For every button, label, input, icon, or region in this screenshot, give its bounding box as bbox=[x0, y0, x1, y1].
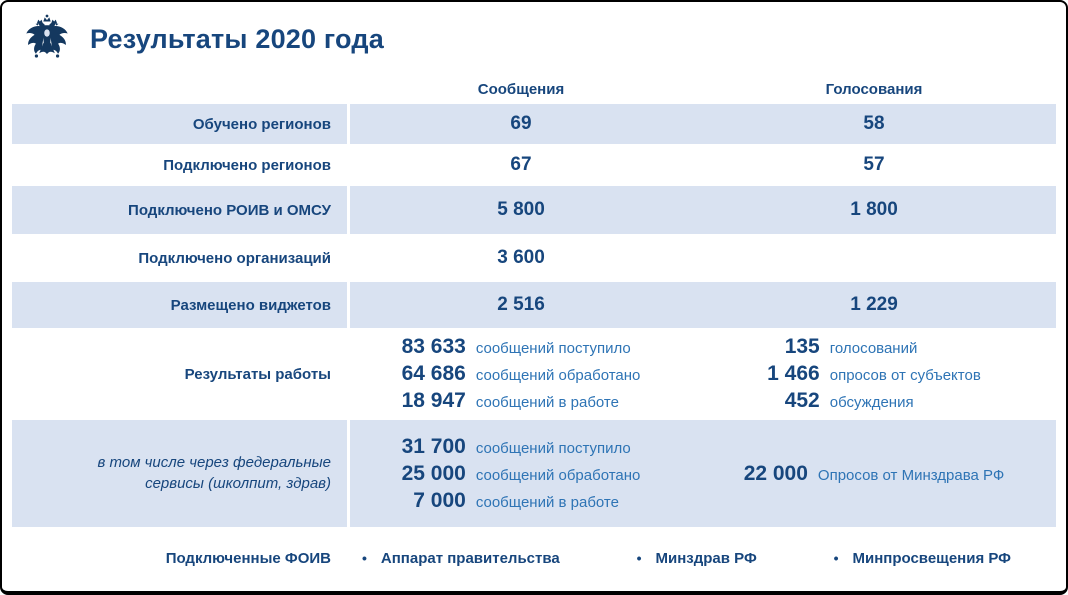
stat-value: 7 000 bbox=[413, 488, 466, 512]
stat-desc: опросов от субъектов bbox=[829, 367, 981, 384]
table-row-connected-regions: Подключено регионов 67 57 bbox=[12, 144, 1056, 186]
coat-of-arms-icon bbox=[24, 13, 70, 65]
page-title: Результаты 2020 года bbox=[90, 23, 384, 54]
foiv-item: • Аппарат правительства bbox=[362, 550, 560, 567]
votes-value: 1 229 bbox=[692, 282, 1056, 328]
column-header-votes: Голосования bbox=[825, 81, 923, 98]
stats-block: 135 голосований 1 466 опросов от субъект… bbox=[767, 335, 981, 413]
row-label: Обучено регионов bbox=[12, 104, 350, 144]
column-header-row: Сообщения Голосования bbox=[12, 76, 1056, 104]
stat-value: 452 bbox=[784, 389, 820, 412]
row-label: Подключено регионов bbox=[12, 144, 350, 186]
foiv-list: • Аппарат правительства • Минздрав РФ • … bbox=[350, 527, 1056, 589]
stat-value: 25 000 bbox=[401, 461, 466, 485]
messages-value: 3 600 bbox=[497, 247, 545, 268]
foiv-item-label: Аппарат правительства bbox=[380, 549, 560, 567]
stats-block: 31 700 сообщений поступило 25 000 сообще… bbox=[402, 435, 641, 513]
column-header-messages: Сообщения bbox=[477, 81, 565, 98]
row-label-text: в том числе через федеральные сервисы (ш… bbox=[98, 453, 331, 494]
messages-stats: 83 633 сообщений поступило 64 686 сообще… bbox=[350, 328, 692, 420]
votes-value: 1 800 bbox=[692, 186, 1056, 234]
stat-desc: сообщений поступило bbox=[475, 340, 631, 357]
stat-desc: обсуждения bbox=[829, 394, 914, 411]
stat-value: 1 466 bbox=[767, 362, 820, 385]
messages-stats: 31 700 сообщений поступило 25 000 сообще… bbox=[350, 420, 692, 527]
stat-desc: сообщений обработано bbox=[475, 367, 641, 384]
table-row-federal-services: в том числе через федеральные сервисы (ш… bbox=[12, 420, 1056, 527]
votes-value: 57 bbox=[863, 154, 885, 175]
table-row-widgets-placed: Размещено виджетов 2 516 1 229 bbox=[12, 282, 1056, 328]
stat-desc: голосований bbox=[829, 340, 918, 357]
bullet-icon: • bbox=[362, 550, 367, 566]
messages-value: 5 800 bbox=[350, 186, 692, 234]
table-row-connected-organizations: Подключено организаций 3 600 bbox=[12, 234, 1056, 282]
stat-desc: сообщений обработано bbox=[475, 466, 641, 484]
stat-desc: сообщений в работе bbox=[475, 493, 619, 511]
messages-value: 2 516 bbox=[350, 282, 692, 328]
stat-desc: Опросов от Минздрава РФ bbox=[817, 466, 1005, 484]
label-line-2: сервисы (школпит, здрав) bbox=[145, 474, 331, 492]
votes-value bbox=[692, 234, 1056, 282]
stat-desc: сообщений в работе bbox=[475, 394, 619, 411]
table-row-connected-roiv-omsu: Подключено РОИВ и ОМСУ 5 800 1 800 bbox=[12, 186, 1056, 234]
stat-desc: сообщений поступило bbox=[475, 439, 631, 457]
stats-block: 22 000 Опросов от Минздрава РФ bbox=[744, 462, 1005, 486]
row-label: Подключено РОИВ и ОМСУ bbox=[12, 186, 350, 234]
stat-value: 31 700 bbox=[401, 434, 466, 458]
foiv-item-label: Минпросвещения РФ bbox=[852, 549, 1011, 567]
votes-stats: 22 000 Опросов от Минздрава РФ bbox=[692, 420, 1056, 527]
stat-value: 83 633 bbox=[401, 335, 466, 358]
row-label: в том числе через федеральные сервисы (ш… bbox=[12, 420, 350, 527]
stat-value: 22 000 bbox=[743, 461, 808, 485]
stat-value: 135 bbox=[784, 335, 820, 358]
votes-value: 58 bbox=[692, 104, 1056, 144]
table-row-connected-foiv: Подключенные ФОИВ • Аппарат правительств… bbox=[12, 527, 1056, 589]
stats-block: 83 633 сообщений поступило 64 686 сообще… bbox=[402, 335, 641, 413]
stat-value: 18 947 bbox=[401, 389, 466, 412]
slide-header: Результаты 2020 года bbox=[12, 2, 1056, 76]
votes-stats: 135 голосований 1 466 опросов от субъект… bbox=[692, 328, 1056, 420]
bullet-icon: • bbox=[636, 550, 642, 566]
row-label: Подключенные ФОИВ bbox=[165, 549, 331, 567]
messages-value: 67 bbox=[510, 154, 532, 175]
table-row-trained-regions: Обучено регионов 69 58 bbox=[12, 104, 1056, 144]
row-label: Размещено виджетов bbox=[12, 282, 350, 328]
row-label: Результаты работы bbox=[12, 328, 350, 420]
messages-value: 69 bbox=[350, 104, 692, 144]
foiv-item: • Минздрав РФ bbox=[637, 550, 757, 567]
stat-value: 64 686 bbox=[401, 362, 466, 385]
row-label: Подключено организаций bbox=[12, 234, 350, 282]
foiv-item-label: Минздрав РФ bbox=[655, 549, 757, 567]
foiv-item: • Минпросвещения РФ bbox=[834, 550, 1011, 567]
table-row-work-results: Результаты работы 83 633 сообщений посту… bbox=[12, 328, 1056, 420]
bullet-icon: • bbox=[833, 550, 839, 566]
label-line-1: в том числе через федеральные bbox=[97, 454, 331, 472]
